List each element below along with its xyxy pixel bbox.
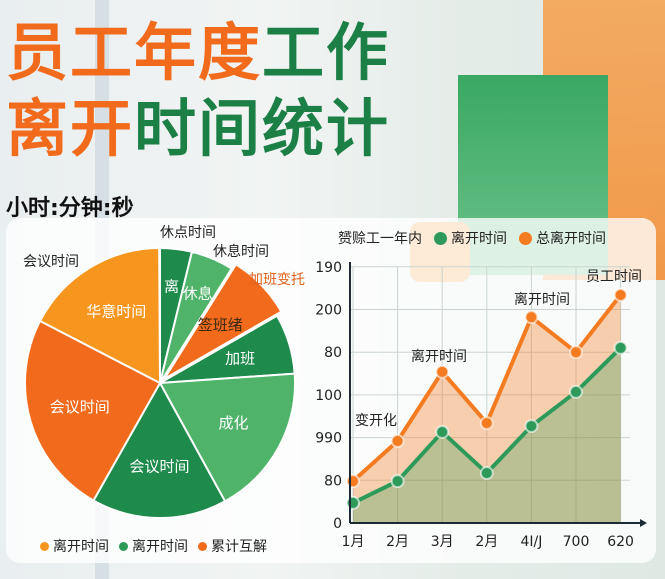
x-axis-arrow (640, 519, 647, 527)
title-line-1: 员工年度工作 (6, 22, 390, 84)
data-point (390, 434, 405, 449)
pie-callout: 休息时间 (213, 244, 269, 260)
line-annotation: 变开化 (355, 413, 397, 429)
data-point (569, 384, 583, 399)
legend-dot (119, 541, 128, 551)
pie-slice (159, 250, 233, 384)
x-tick-label: 1月 (342, 534, 365, 550)
pie-slice-label: 华意时间 (86, 303, 146, 321)
pie-slice-label: 会议时间 (50, 398, 110, 416)
pie-slice-label: 加班 (225, 350, 255, 368)
title-green-2: 时间统计 (134, 92, 391, 165)
x-tick-label: 2月 (386, 534, 409, 550)
x-tick-label: 620 (607, 534, 634, 550)
y-tick-label: 190 (315, 260, 342, 276)
legend-dot (434, 231, 447, 245)
legend-label: 总离开时间 (536, 231, 606, 247)
y-tick-label: 990 (315, 431, 342, 447)
title-orange-2: 离开 (6, 92, 135, 165)
legend-label: 离开时间 (132, 539, 188, 555)
data-point (569, 345, 583, 360)
data-point (479, 466, 494, 481)
x-tick-label: 700 (563, 534, 590, 550)
pie-slice (163, 263, 283, 380)
legend-title: 赟赊工一年内 (338, 231, 422, 247)
legend-label: 离开时间 (53, 539, 109, 555)
legend-dot (519, 231, 532, 245)
x-tick-label: 3月 (431, 534, 454, 550)
data-point (479, 416, 494, 431)
y-tick-label: 80 (324, 473, 342, 489)
pie-callout: 会议时间 (23, 254, 79, 270)
legend-dot (198, 541, 207, 551)
pie-slice-label: 离 (164, 277, 179, 295)
pie-slice (92, 380, 227, 519)
pie-slice-label: 成化 (218, 414, 248, 432)
data-point (435, 364, 450, 379)
line-annotation: 员工时间 (586, 269, 642, 285)
data-point (524, 419, 539, 434)
y-tick-label: 0 (333, 516, 342, 532)
pie-slice-label: 休息 (183, 284, 213, 302)
line-annotation: 离开时间 (411, 349, 467, 365)
pie-slice-label: 签班绪 (198, 316, 243, 334)
legend-dot (40, 541, 49, 551)
y-tick-label: 100 (315, 388, 342, 404)
title-green-1: 工作 (262, 16, 391, 89)
x-tick-label: 4I/J (520, 534, 542, 550)
pie-legend: 离开时间 离开时间 累计互解 (40, 536, 267, 556)
data-point (524, 310, 539, 325)
data-point (390, 474, 405, 489)
line-legend: 赟赊工一年内 离开时间 总离开时间 (338, 228, 606, 248)
title-line-2: 离开时间统计 (6, 98, 390, 160)
data-point (613, 287, 628, 302)
subtitle: 小时:分钟:秒 (6, 196, 134, 221)
pie-slice (38, 246, 162, 385)
line-annotation: 离开时间 (514, 292, 570, 308)
data-point (435, 425, 450, 440)
legend-label: 累计互解 (211, 539, 267, 555)
series-area (353, 347, 621, 523)
series-area (353, 294, 621, 523)
pie-callout: 休点时间 (160, 225, 216, 241)
x-tick-label: 2月 (475, 534, 498, 550)
pie-slice (158, 372, 296, 503)
pie-slice-label: 会议时间 (129, 458, 189, 476)
title-orange-1: 员工年度 (6, 16, 263, 89)
y-tick-label: 200 (315, 303, 342, 319)
data-point (346, 495, 360, 510)
data-point (346, 474, 360, 489)
pie-callout: 加班变托 (249, 272, 305, 288)
data-point (613, 340, 628, 355)
y-tick-label: 80 (324, 345, 342, 361)
legend-label: 离开时间 (451, 231, 507, 247)
